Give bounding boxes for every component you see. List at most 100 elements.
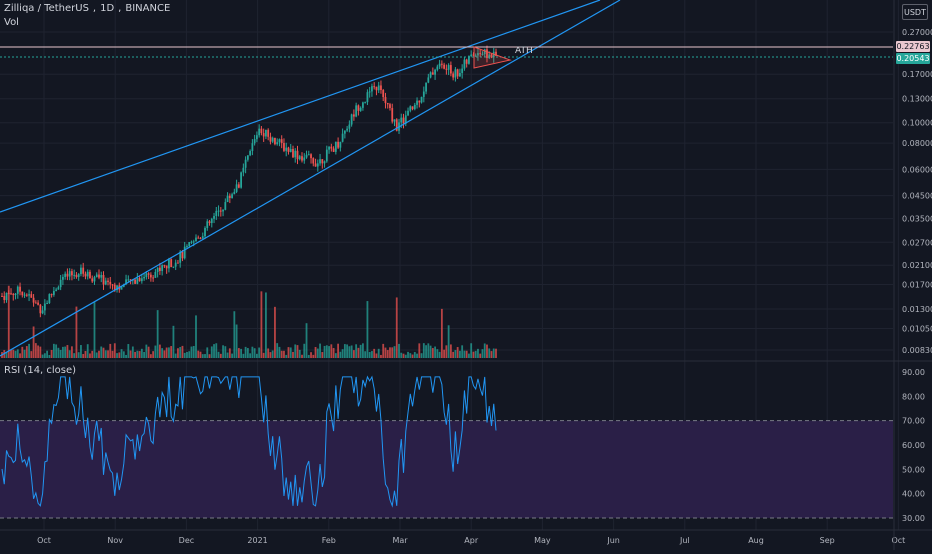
- currency-selector-button[interactable]: USDT: [902, 4, 928, 20]
- volume-bar: [330, 344, 333, 358]
- volume-bar: [461, 345, 464, 358]
- candle-body: [267, 129, 270, 137]
- volume-bar: [28, 343, 30, 358]
- candle-body: [226, 195, 229, 203]
- rsi-indicator-label[interactable]: RSI (14, close): [4, 365, 76, 376]
- candle-body: [470, 54, 473, 57]
- candle-body: [149, 274, 152, 278]
- volume-bar: [474, 350, 477, 358]
- price-tick-label: 0.00830: [902, 346, 932, 355]
- candle-body: [274, 137, 276, 145]
- price-tick-label: 0.04500: [902, 192, 932, 201]
- volume-bar: [346, 344, 349, 358]
- price-tick-label: 0.13000: [902, 95, 932, 104]
- candle-body: [440, 63, 443, 65]
- candle-body: [474, 55, 477, 57]
- volume-bar: [122, 351, 125, 358]
- volume-bar: [179, 347, 182, 358]
- candle-body: [183, 246, 186, 259]
- volume-bar: [174, 353, 177, 358]
- candle-body: [136, 278, 139, 284]
- candle-body: [265, 129, 267, 137]
- volume-bar: [131, 346, 134, 358]
- volume-bar: [400, 352, 403, 358]
- candle-body: [93, 277, 96, 282]
- volume-bar: [161, 348, 164, 358]
- candle-body: [244, 159, 247, 168]
- volume-bar: [463, 350, 466, 358]
- candle-body: [429, 72, 432, 78]
- time-tick-label: Oct: [37, 536, 51, 545]
- candle-body: [452, 73, 455, 78]
- volume-bar: [235, 324, 238, 358]
- candle-body: [325, 149, 328, 162]
- volume-bar: [93, 302, 96, 358]
- candle-body: [80, 267, 82, 275]
- candle-body: [215, 210, 218, 217]
- time-tick-label: Sep: [820, 536, 835, 545]
- volume-bar: [292, 351, 294, 358]
- candle-body: [109, 281, 112, 285]
- candle-body: [488, 54, 491, 58]
- candle-body: [355, 105, 358, 117]
- candle-body: [21, 291, 24, 296]
- candle-body: [145, 273, 148, 278]
- price-tick-label: 0.06000: [902, 165, 932, 174]
- candle-body: [192, 241, 195, 243]
- candle-body: [411, 106, 414, 110]
- volume-bar: [249, 353, 252, 358]
- candle-body: [100, 274, 103, 278]
- volume-bar: [19, 353, 21, 358]
- volume-bar: [71, 346, 73, 358]
- volume-bar: [456, 347, 459, 358]
- volume-bar: [301, 354, 303, 358]
- candle-body: [312, 158, 315, 164]
- candle-body: [393, 119, 396, 122]
- volume-bar: [89, 353, 91, 358]
- candle-body: [366, 92, 369, 103]
- candle-body: [348, 124, 351, 129]
- rsi-line: [1, 375, 497, 508]
- candle-body: [337, 141, 340, 148]
- volume-bar: [395, 297, 398, 358]
- volume-bar: [321, 352, 324, 358]
- volume-bar: [328, 346, 330, 358]
- symbol-title[interactable]: Zilliqa / TetherUS, 1D, BINANCE: [4, 3, 170, 14]
- volume-bar: [104, 350, 107, 358]
- volume-bar: [75, 306, 78, 358]
- candle-body: [19, 286, 21, 292]
- volume-bar: [16, 349, 19, 358]
- volume-bar: [43, 353, 46, 358]
- candle-body: [195, 237, 197, 242]
- candle-body: [52, 290, 55, 295]
- candle-body: [62, 276, 64, 280]
- volume-bar: [170, 346, 173, 358]
- volume-bar: [77, 352, 80, 358]
- price-tick-label: 0.01300: [902, 305, 932, 314]
- volume-indicator-label[interactable]: Vol: [4, 17, 19, 28]
- candle-body: [140, 278, 143, 282]
- candle-body: [113, 284, 116, 290]
- candle-body: [404, 115, 407, 124]
- candle-body: [10, 293, 12, 295]
- candle-body: [465, 59, 468, 64]
- volume-bar: [109, 343, 112, 358]
- volume-bar: [283, 350, 285, 358]
- time-tick-label: Mar: [392, 536, 408, 545]
- time-tick-label: Apr: [464, 536, 479, 545]
- candle-body: [303, 157, 306, 161]
- volume-bar: [127, 344, 130, 358]
- candle-body: [14, 293, 17, 296]
- volume-bar: [429, 345, 432, 358]
- time-tick-label: Feb: [322, 536, 336, 545]
- volume-bar: [389, 347, 391, 358]
- candle-body: [237, 184, 240, 188]
- candle-body: [43, 303, 46, 311]
- candle-body: [371, 86, 373, 92]
- volume-bar: [136, 350, 139, 358]
- volume-bar: [373, 348, 376, 358]
- candle-body: [271, 137, 274, 142]
- candle-body: [68, 271, 71, 277]
